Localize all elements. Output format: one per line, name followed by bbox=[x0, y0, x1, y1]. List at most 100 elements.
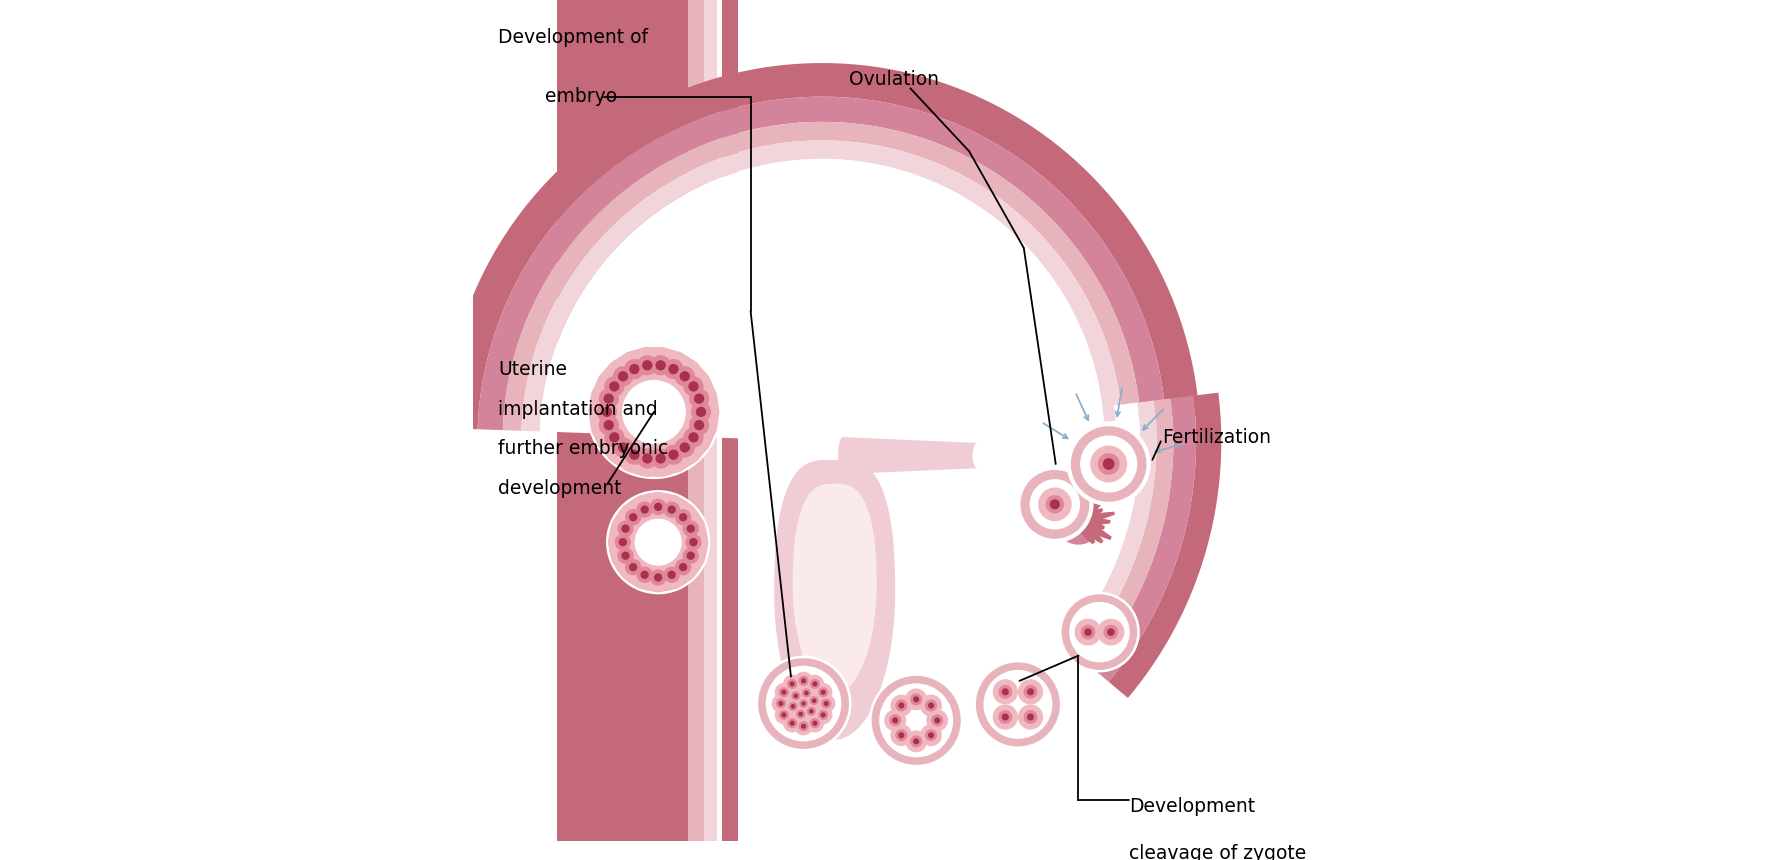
Circle shape bbox=[1070, 427, 1147, 502]
Circle shape bbox=[679, 563, 688, 571]
Circle shape bbox=[688, 433, 699, 442]
Circle shape bbox=[926, 699, 936, 711]
Circle shape bbox=[793, 717, 813, 735]
Circle shape bbox=[783, 714, 801, 733]
Circle shape bbox=[810, 679, 820, 689]
Polygon shape bbox=[704, 0, 722, 840]
Circle shape bbox=[683, 548, 699, 564]
Circle shape bbox=[617, 548, 634, 564]
Circle shape bbox=[618, 552, 649, 582]
Polygon shape bbox=[793, 483, 877, 693]
Circle shape bbox=[588, 394, 625, 430]
Polygon shape bbox=[688, 0, 722, 840]
Circle shape bbox=[1003, 688, 1010, 696]
Circle shape bbox=[686, 551, 695, 560]
Circle shape bbox=[683, 394, 720, 430]
Circle shape bbox=[690, 538, 697, 546]
Polygon shape bbox=[1078, 514, 1110, 528]
Circle shape bbox=[643, 492, 674, 522]
Circle shape bbox=[667, 429, 702, 466]
Circle shape bbox=[1074, 618, 1101, 646]
Circle shape bbox=[890, 715, 901, 727]
Circle shape bbox=[608, 527, 638, 557]
Circle shape bbox=[634, 519, 681, 566]
Circle shape bbox=[668, 506, 675, 513]
Polygon shape bbox=[1074, 496, 1090, 523]
Circle shape bbox=[609, 381, 620, 391]
Circle shape bbox=[679, 527, 708, 557]
Circle shape bbox=[776, 698, 786, 709]
Circle shape bbox=[1020, 470, 1090, 539]
Circle shape bbox=[817, 694, 836, 713]
Circle shape bbox=[688, 381, 699, 391]
Circle shape bbox=[892, 717, 899, 723]
Circle shape bbox=[890, 695, 911, 716]
Circle shape bbox=[675, 509, 692, 525]
Circle shape bbox=[604, 377, 624, 396]
Circle shape bbox=[926, 729, 936, 741]
Circle shape bbox=[609, 493, 708, 592]
Circle shape bbox=[625, 559, 642, 575]
Circle shape bbox=[686, 525, 695, 533]
Polygon shape bbox=[1074, 491, 1103, 525]
Text: embryo: embryo bbox=[545, 87, 617, 106]
Circle shape bbox=[642, 347, 679, 384]
Circle shape bbox=[1090, 445, 1128, 482]
Circle shape bbox=[675, 513, 706, 544]
Circle shape bbox=[668, 552, 699, 582]
Circle shape bbox=[801, 702, 806, 706]
Circle shape bbox=[1054, 498, 1103, 544]
Circle shape bbox=[618, 372, 629, 382]
Circle shape bbox=[675, 559, 692, 575]
Circle shape bbox=[650, 499, 667, 515]
Circle shape bbox=[640, 571, 649, 579]
Circle shape bbox=[654, 574, 663, 581]
Circle shape bbox=[899, 732, 904, 738]
Circle shape bbox=[681, 407, 717, 444]
Circle shape bbox=[810, 718, 820, 728]
Circle shape bbox=[906, 730, 927, 752]
Circle shape bbox=[604, 429, 642, 466]
Circle shape bbox=[656, 453, 667, 464]
Circle shape bbox=[683, 520, 699, 537]
Circle shape bbox=[642, 440, 679, 476]
Circle shape bbox=[599, 415, 618, 435]
Circle shape bbox=[910, 693, 922, 705]
Circle shape bbox=[813, 706, 833, 724]
Circle shape bbox=[781, 690, 786, 695]
Circle shape bbox=[793, 693, 799, 698]
Circle shape bbox=[602, 407, 611, 417]
Circle shape bbox=[799, 685, 815, 701]
Circle shape bbox=[879, 684, 952, 758]
Circle shape bbox=[586, 345, 722, 479]
Circle shape bbox=[1003, 714, 1010, 721]
Circle shape bbox=[790, 704, 795, 709]
Circle shape bbox=[597, 402, 617, 422]
Circle shape bbox=[675, 438, 695, 458]
Text: Development of: Development of bbox=[499, 28, 649, 47]
Circle shape bbox=[1024, 710, 1038, 724]
Circle shape bbox=[824, 701, 829, 706]
Circle shape bbox=[806, 692, 822, 709]
Circle shape bbox=[774, 706, 793, 724]
Circle shape bbox=[667, 358, 702, 395]
Polygon shape bbox=[1074, 516, 1104, 544]
Circle shape bbox=[663, 501, 679, 518]
Circle shape bbox=[658, 494, 686, 525]
Circle shape bbox=[604, 420, 615, 430]
Polygon shape bbox=[774, 460, 895, 740]
Circle shape bbox=[779, 701, 783, 706]
Circle shape bbox=[788, 702, 797, 711]
Polygon shape bbox=[1078, 398, 1174, 667]
Circle shape bbox=[910, 735, 922, 747]
Circle shape bbox=[668, 502, 699, 532]
Circle shape bbox=[617, 520, 634, 537]
Polygon shape bbox=[540, 159, 1104, 441]
Circle shape bbox=[806, 707, 817, 716]
Circle shape bbox=[790, 721, 795, 726]
Text: Uterine: Uterine bbox=[499, 360, 568, 379]
Circle shape bbox=[615, 534, 631, 550]
Polygon shape bbox=[717, 0, 722, 840]
Polygon shape bbox=[1074, 489, 1085, 522]
Circle shape bbox=[663, 567, 679, 583]
